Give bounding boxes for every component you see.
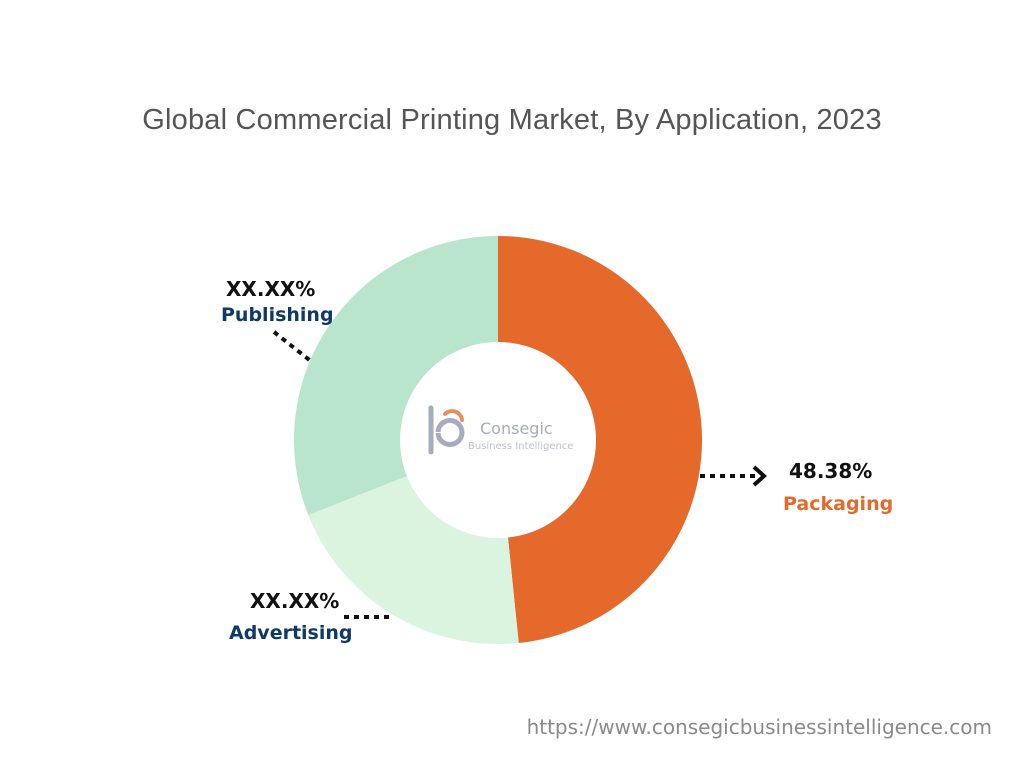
logo-subtext: Business Intelligence [468, 441, 573, 452]
slice-advertising [308, 476, 519, 644]
packaging-category-label: Packaging [783, 493, 893, 515]
publishing-category-label: Publishing [221, 304, 334, 326]
chart-title: Global Commercial Printing Market, By Ap… [142, 104, 882, 136]
leader-lines [272, 330, 767, 619]
logo-name: Consegic [480, 419, 553, 438]
slice-packaging [498, 236, 703, 643]
slice-labels: 48.38% Packaging XX.XX% Publishing XX.XX… [221, 277, 893, 644]
packaging-value-label: 48.38% [789, 459, 872, 483]
publishing-leader-line [272, 330, 314, 364]
consegic-logo-icon [428, 405, 465, 455]
publishing-value-label: XX.XX% [226, 277, 315, 301]
slice-publishing [293, 236, 498, 516]
watermark-logo: Consegic Business Intelligence [428, 405, 573, 455]
advertising-category-label: Advertising [229, 622, 353, 644]
source-url: https://www.consegicbusinessintelligence… [526, 715, 992, 739]
packaging-leader-arrowhead [752, 465, 767, 487]
advertising-value-label: XX.XX% [250, 589, 339, 613]
